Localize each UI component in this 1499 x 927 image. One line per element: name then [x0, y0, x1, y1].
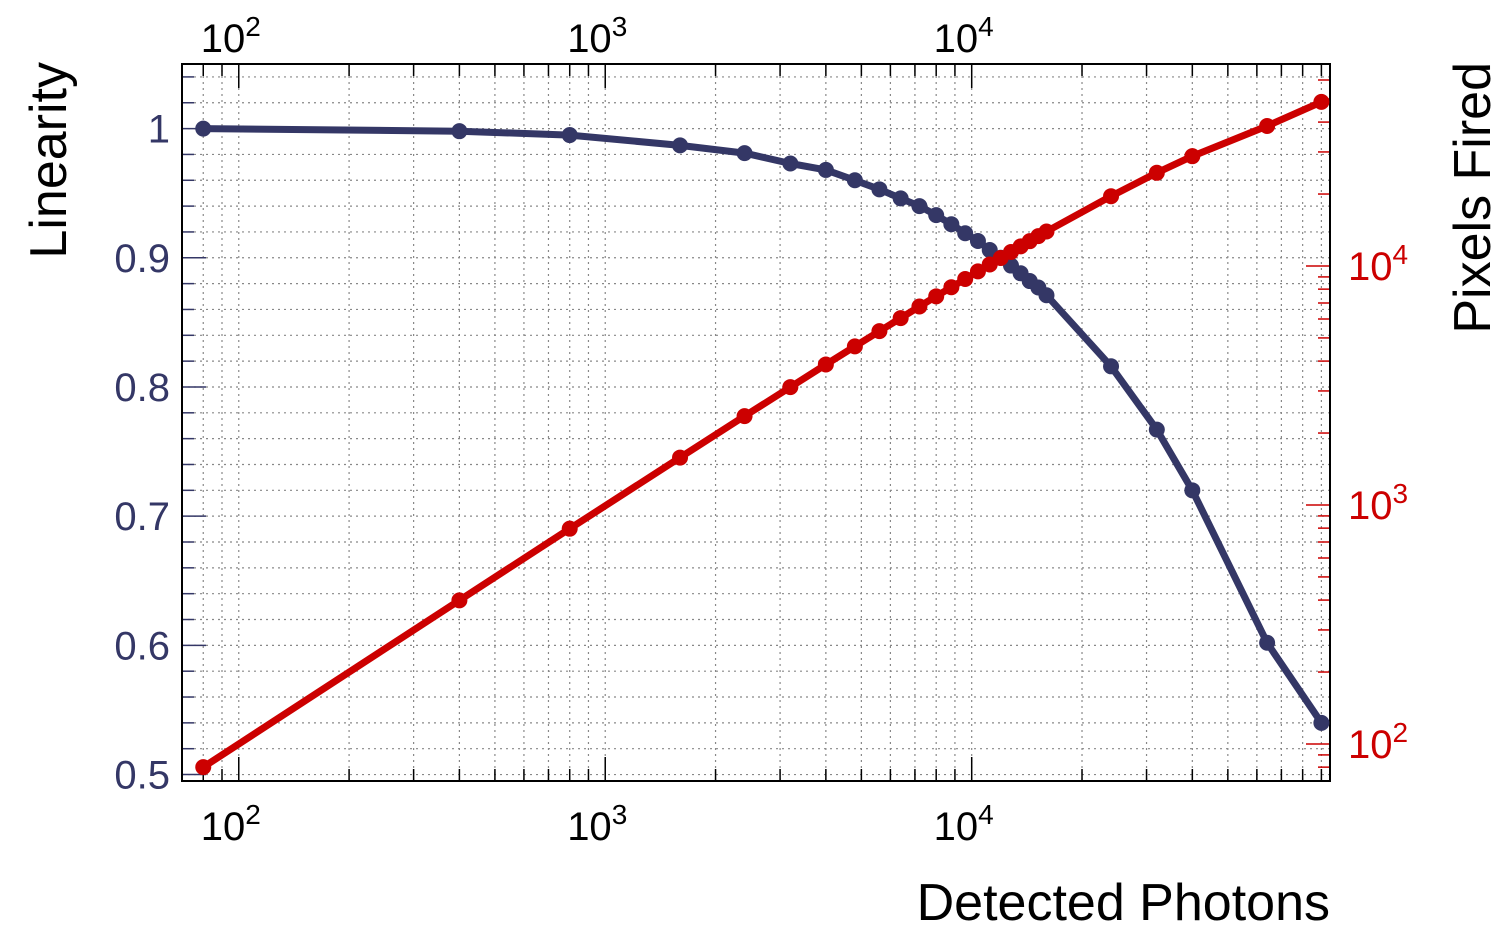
x-tick-label-top: 102	[201, 11, 261, 61]
pixels-fired-point	[871, 323, 888, 340]
linearity-point	[969, 232, 986, 249]
linearity-point	[736, 145, 753, 162]
left-y-tick-label: 0.7	[114, 495, 170, 539]
x-tick-label-bottom: 103	[567, 799, 627, 849]
pixels-fired-point	[943, 279, 960, 296]
right-y-tick-label: 102	[1348, 717, 1408, 767]
linearity-point	[911, 198, 928, 215]
plot-frame	[181, 63, 1331, 782]
pixels-fired-point	[957, 270, 974, 287]
left-y-tick-label: 0.6	[114, 624, 170, 668]
linearity-point	[1259, 634, 1276, 651]
pixels-fired-point	[672, 449, 689, 466]
linearity-point	[928, 207, 945, 224]
pixels-fired-point	[1038, 223, 1055, 240]
pixels-fired-point	[817, 356, 834, 373]
x-tick-label-top: 103	[567, 11, 627, 61]
x-axis-title: Detected Photons	[917, 874, 1330, 927]
pixels-fired-point	[782, 379, 799, 396]
pixels-fired-point	[892, 310, 909, 327]
linearity-point	[871, 181, 888, 198]
pixels-fired-point	[846, 338, 863, 355]
axis-ticks	[182, 64, 1330, 781]
pixels-fired-point	[969, 263, 986, 280]
left-y-tick-label: 0.9	[114, 237, 170, 281]
linearity-point	[846, 172, 863, 189]
right-axis-title: Pixels Fired	[1444, 62, 1499, 334]
x-tick-label-top: 104	[934, 11, 994, 61]
linearity-point	[943, 216, 960, 233]
pixels-fired-point	[1313, 93, 1330, 110]
tick-labels: 102 102 103 103 104 104 0.5 0.6 0.7 0.8 0.9 1 102 103…	[114, 11, 1408, 849]
series	[195, 93, 1330, 776]
right-y-tick-label: 104	[1348, 239, 1408, 289]
linearity-point	[957, 225, 974, 242]
pixels-fired-point	[928, 288, 945, 305]
linearity-point	[561, 127, 578, 144]
linearity-point	[1148, 421, 1165, 438]
left-y-tick-label: 0.8	[114, 366, 170, 410]
linearity-point	[892, 190, 909, 207]
linearity-point	[1038, 287, 1055, 304]
left-y-tick-label: 0.5	[114, 754, 170, 798]
linearity-point	[1184, 482, 1201, 499]
pixels-fired-point	[561, 520, 578, 537]
linearity-point	[817, 161, 834, 178]
pixels-fired-point	[1259, 117, 1276, 134]
right-y-tick-label: 103	[1348, 478, 1408, 528]
pixels-fired-point	[911, 298, 928, 315]
pixels-fired-point	[1148, 164, 1165, 181]
x-tick-label-bottom: 104	[934, 799, 994, 849]
pixels-fired-point	[1184, 148, 1201, 165]
linearity-point	[1103, 358, 1120, 375]
left-axis-title: Linearity	[20, 62, 78, 259]
linearity-point	[672, 137, 689, 154]
left-y-tick-label: 1	[148, 108, 170, 152]
pixels-fired-point	[195, 759, 212, 776]
x-tick-label-bottom: 102	[201, 799, 261, 849]
linearity-point	[451, 123, 468, 140]
linearity-point	[1313, 714, 1330, 731]
linearity-point	[195, 120, 212, 137]
linearity-point	[782, 155, 799, 172]
pixels-fired-point	[1103, 188, 1120, 205]
pixels-fired-point	[451, 592, 468, 609]
pixels-fired-point	[736, 408, 753, 425]
